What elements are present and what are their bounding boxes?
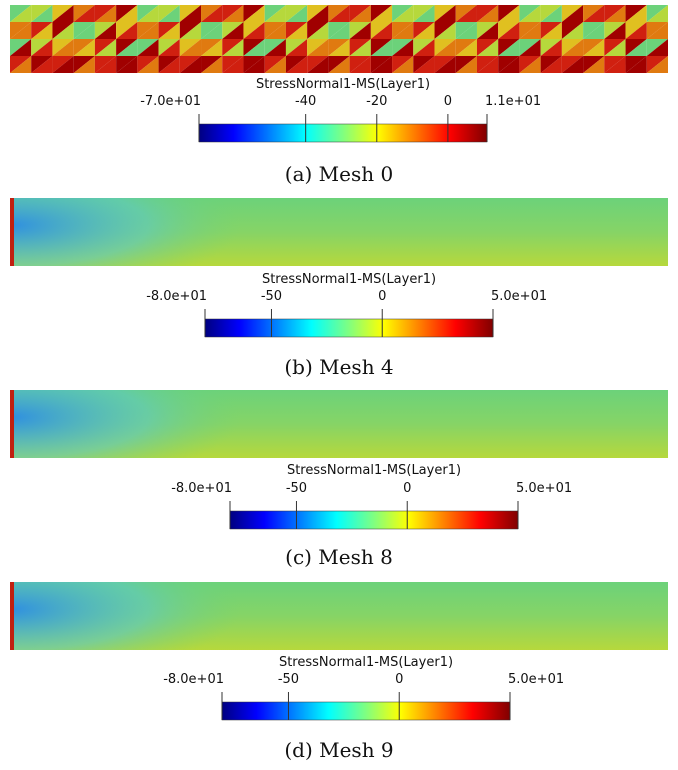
colorbar-title: StressNormal1-MS(Layer1) <box>256 77 430 92</box>
colorbar <box>230 511 518 529</box>
tick-label: -50 <box>286 481 307 496</box>
mesh-edge <box>10 390 14 458</box>
caption: (a) Mesh 0 <box>285 162 393 186</box>
tick-label: -20 <box>366 94 387 109</box>
caption: (c) Mesh 8 <box>285 545 393 569</box>
tick-label: 0 <box>403 481 411 496</box>
colorbar <box>205 319 493 337</box>
tick-label: 1.1e+01 <box>485 94 541 109</box>
tick-label: 5.0e+01 <box>508 672 564 687</box>
tick-label: -50 <box>278 672 299 687</box>
tick-label: -7.0e+01 <box>140 94 201 109</box>
tick-label: -8.0e+01 <box>171 481 232 496</box>
tick-label: 0 <box>378 289 386 304</box>
tick-label: -40 <box>295 94 316 109</box>
mesh-shade <box>10 198 240 266</box>
figure: StressNormal1-MS(Layer1) -7.0e+01 -40 -20 0 1… <box>0 0 678 770</box>
mesh-edge <box>10 198 14 266</box>
mesh-shade <box>10 390 240 458</box>
tick-label: -8.0e+01 <box>163 672 224 687</box>
colorbar <box>222 702 510 720</box>
mesh-shade <box>10 582 240 650</box>
caption: (d) Mesh 9 <box>284 738 393 762</box>
colorbar <box>199 124 487 142</box>
tick-label: 0 <box>444 94 452 109</box>
mesh-edge <box>10 582 14 650</box>
tick-label: 5.0e+01 <box>491 289 547 304</box>
tick-label: 0 <box>395 672 403 687</box>
tick-label: -50 <box>261 289 282 304</box>
colorbar-title: StressNormal1-MS(Layer1) <box>287 463 461 478</box>
colorbar-title: StressNormal1-MS(Layer1) <box>262 272 436 287</box>
caption: (b) Mesh 4 <box>284 355 393 379</box>
colorbar-title: StressNormal1-MS(Layer1) <box>279 655 453 670</box>
tick-label: 5.0e+01 <box>516 481 572 496</box>
tick-label: -8.0e+01 <box>146 289 207 304</box>
